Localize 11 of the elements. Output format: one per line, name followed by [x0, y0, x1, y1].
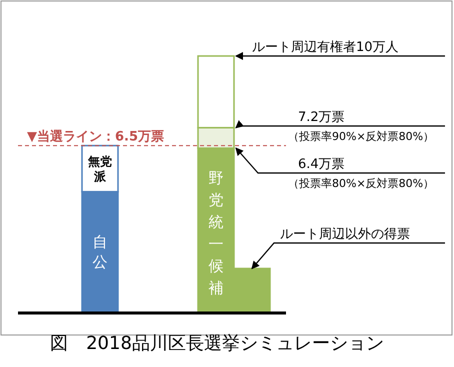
text: ルート周辺有権者10万人: [252, 40, 399, 55]
text: （投票率90%×反対票80%）: [288, 130, 434, 143]
text: 6.4万票: [298, 157, 345, 172]
ref-line-label: ▼当選ライン：6.5万票: [27, 130, 164, 145]
text: 図 2018品川区長選挙シミュレーション: [50, 333, 384, 354]
series-label: 自公: [92, 233, 108, 271]
series-label: 野党統一候補: [208, 169, 224, 297]
annotation: ルート周辺以外の得票: [280, 227, 410, 242]
text: （投票率80%×反対票80%）: [288, 177, 434, 190]
text: 7.2万票: [298, 110, 345, 125]
series-label: 無党派: [88, 154, 112, 184]
